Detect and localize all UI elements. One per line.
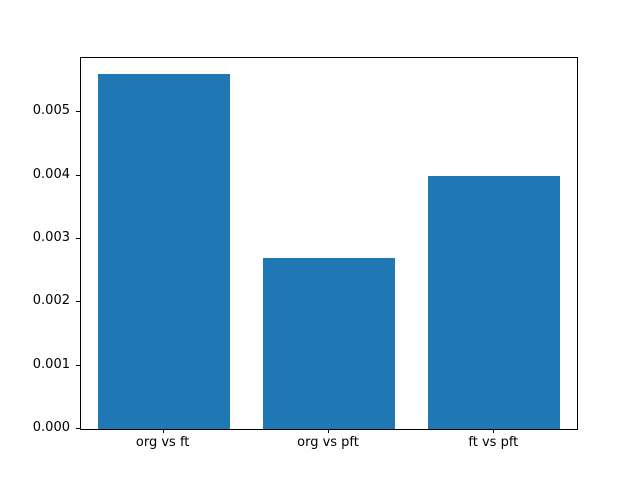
x-tick-mark xyxy=(328,429,329,433)
x-tick-mark xyxy=(493,429,495,433)
bar-org-vs-ft xyxy=(97,74,230,429)
bar-ft-vs-pft xyxy=(428,175,561,429)
y-tick-mark xyxy=(76,428,80,429)
y-tick-mark xyxy=(76,238,80,240)
plot-area xyxy=(80,57,578,430)
y-tick-label: 0.002 xyxy=(32,293,70,309)
y-tick-mark xyxy=(76,301,80,303)
x-tick-mark xyxy=(162,429,164,433)
x-tick-label-org-vs-ft: org vs ft xyxy=(135,435,190,450)
x-tick-label-ft-vs-pft: ft vs pft xyxy=(468,435,519,450)
y-tick-label: 0.005 xyxy=(32,103,70,119)
y-tick-mark xyxy=(76,364,80,366)
x-tick-label-org-vs-pft: org vs pft xyxy=(297,435,359,450)
bar-org-vs-pft xyxy=(262,258,396,429)
y-tick-mark xyxy=(76,174,80,176)
y-tick-mark xyxy=(76,111,80,113)
y-tick-label: 0.004 xyxy=(32,166,70,182)
y-tick-label: 0.001 xyxy=(32,356,70,372)
y-tick-label: 0.000 xyxy=(32,420,70,435)
y-tick-label: 0.003 xyxy=(32,230,70,246)
